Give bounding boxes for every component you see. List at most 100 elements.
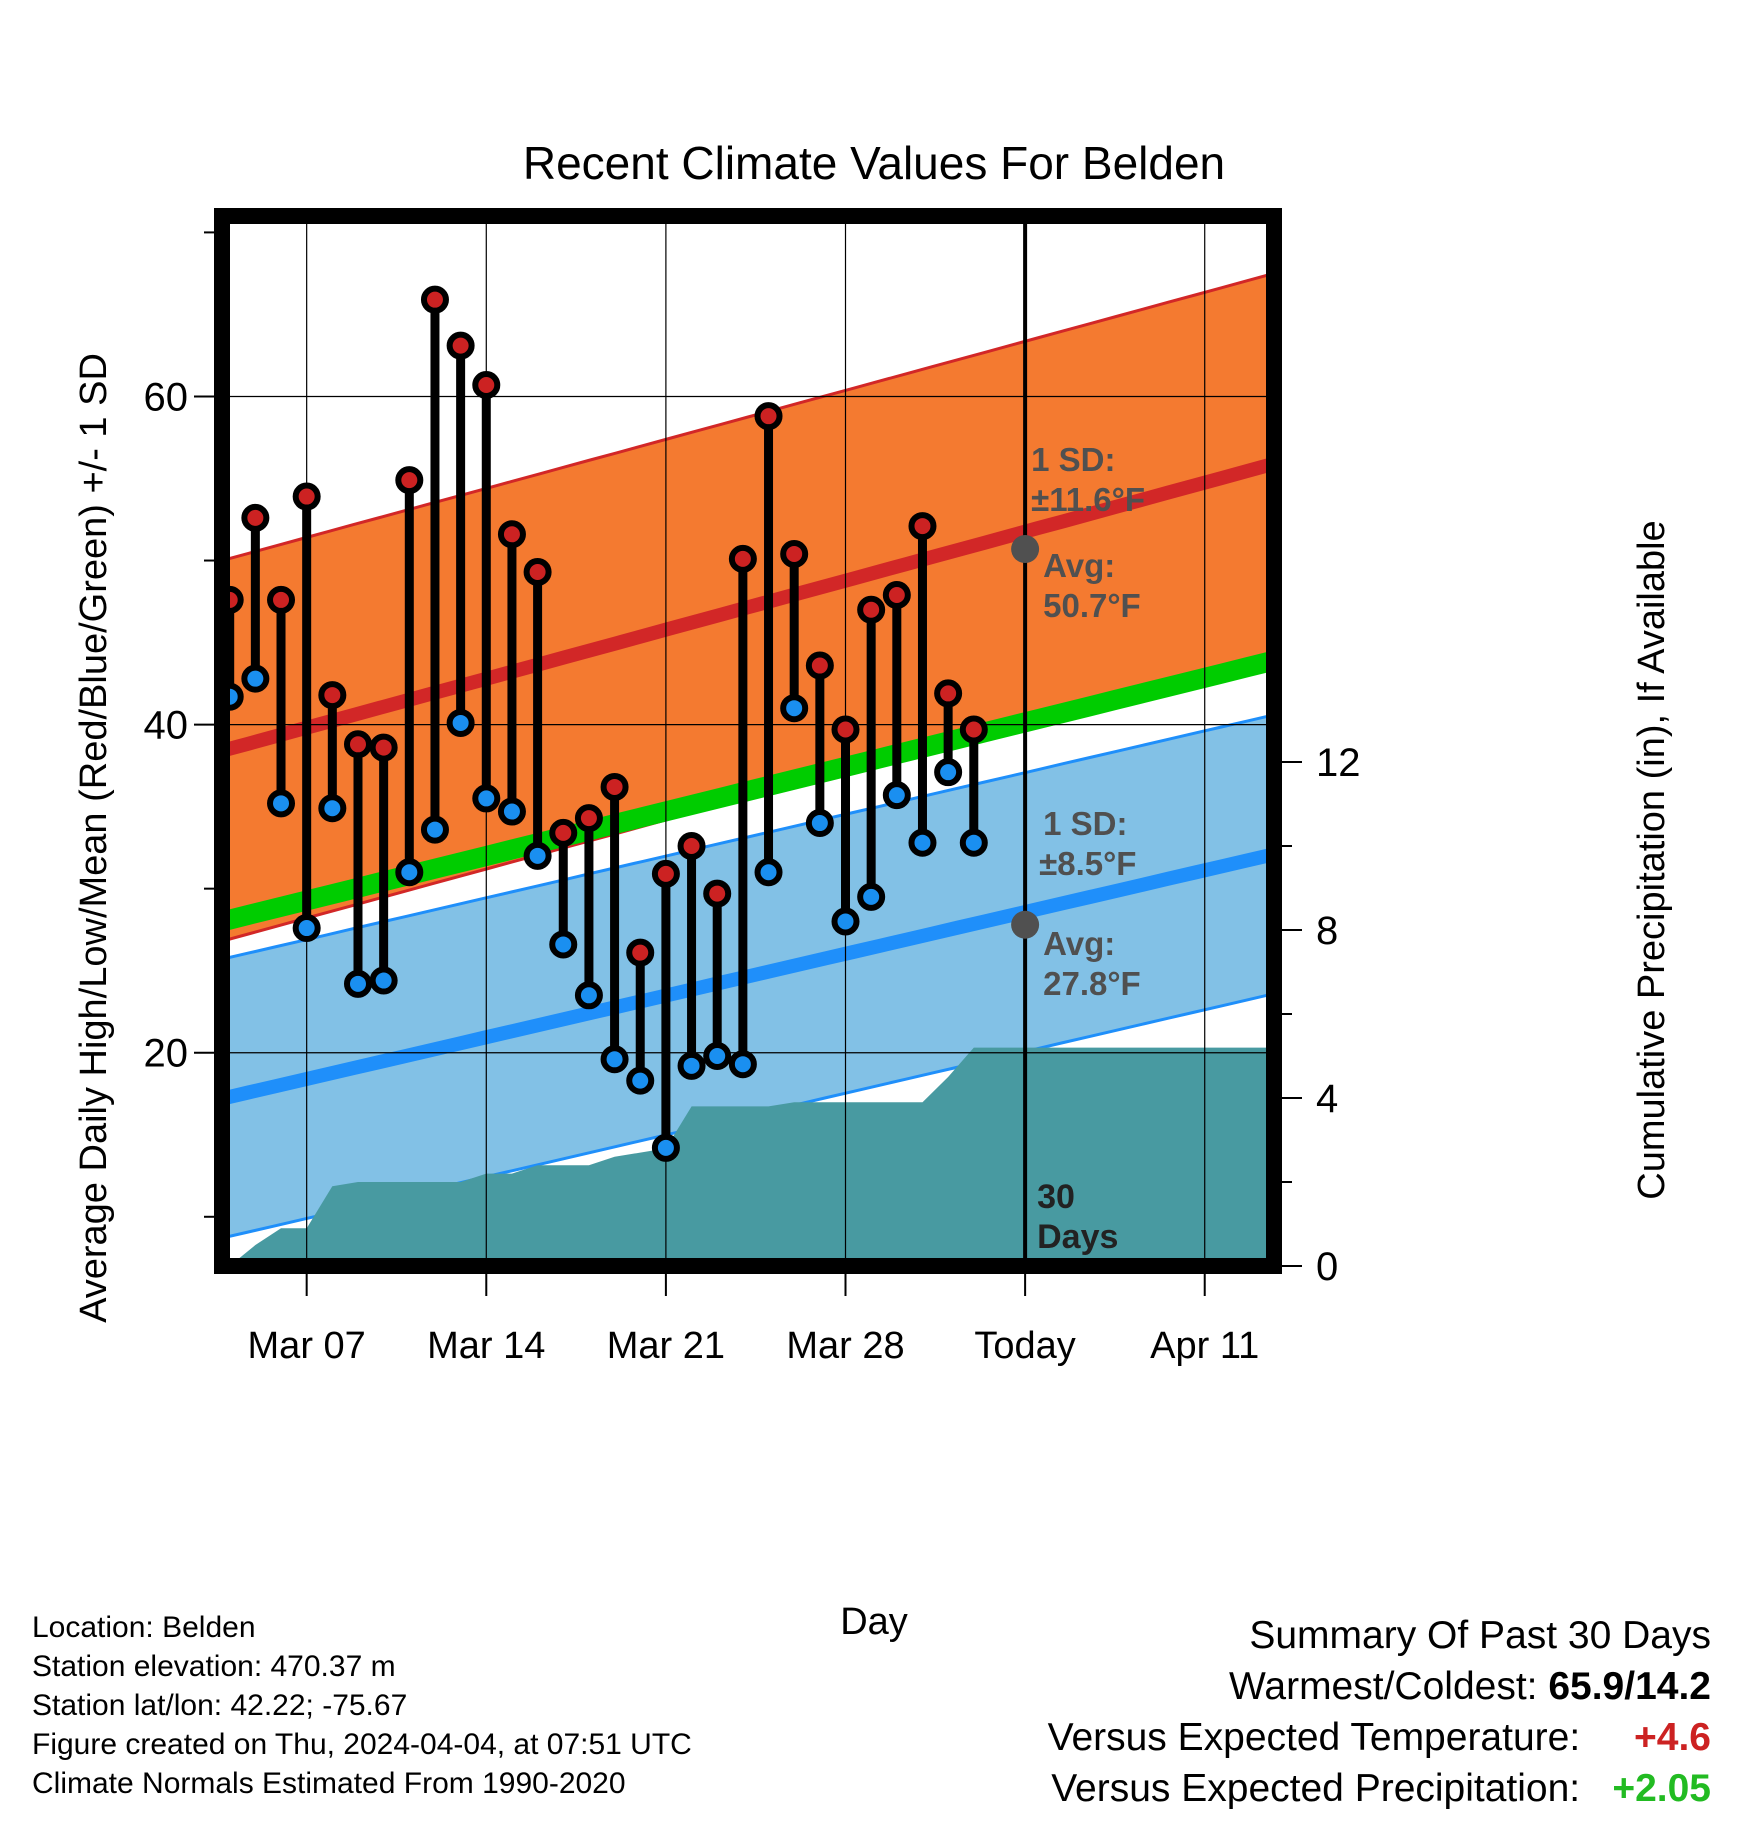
daily-low-marker [267,789,296,818]
daily-high-marker [857,595,886,624]
daily-low-marker [472,784,501,813]
plot-frame [214,208,1282,1274]
x-tick-label: Mar 07 [248,1325,366,1367]
daily-low-marker [292,914,321,943]
daily-low-marker [318,794,347,823]
daily-low-marker [780,694,809,723]
elevation-text: Station elevation: 470.37 m [32,1650,396,1683]
daily-high-marker [292,482,321,511]
daily-high-marker [446,331,475,360]
x-tick-label: Today [974,1325,1075,1367]
daily-low-marker [241,664,270,693]
today-days-label-word: Days [1037,1218,1118,1256]
daily-low-marker [420,815,449,844]
daily-high-marker [651,859,680,888]
x-tick-label: Mar 28 [786,1325,904,1367]
temp-anomaly-value: +4.6 [1634,1716,1711,1759]
daily-high-marker [549,818,578,847]
summary-precip: Versus Expected Precipitation: +2.05 [1048,1763,1711,1814]
daily-high-marker [780,539,809,568]
daily-low-marker [395,858,424,887]
daily-high-marker [523,558,552,587]
high-sd-value: ±11.6°F [1031,481,1145,518]
daily-low-marker [600,1045,629,1074]
high-band-upper-edge [222,271,1274,562]
low-sd-value: ±8.5°F [1039,845,1136,882]
temp-anomaly-label: Versus Expected Temperature: [1047,1716,1581,1759]
chart-title: Recent Climate Values For Belden [523,137,1225,189]
daily-high-marker [395,466,424,495]
daily-low-marker [369,966,398,995]
warm-cold-label: Warmest/Coldest: [1229,1665,1538,1708]
daily-low-marker [857,882,886,911]
created-text: Figure created on Thu, 2024-04-04, at 07… [32,1728,692,1761]
x-tick-label: Apr 11 [1150,1325,1259,1367]
daily-low-marker [523,841,552,870]
normal-low-line [222,847,1274,1106]
location-text: Location: Belden [32,1611,256,1644]
cumulative-precip-area [229,1047,1274,1266]
daily-high-marker [369,733,398,762]
daily-high-marker [420,285,449,314]
low-sd-label: 1 SD: [1043,805,1127,842]
daily-low-marker [651,1133,680,1162]
daily-high-marker [677,832,706,860]
daily-low-marker [908,828,937,857]
daily-low-marker [831,907,860,936]
y-axis-title: Average Daily High/Low/Mean (Red/Blue/Gr… [73,353,115,1323]
y2-tick-label: 12 [1316,741,1361,785]
daily-low-marker [882,781,911,810]
summary-warm-cold: Warmest/Coldest: 65.9/14.2 [1048,1661,1711,1712]
normal-high-line [222,456,1274,758]
x-tick-label: Mar 14 [427,1325,545,1367]
daily-low-marker [549,930,578,959]
summary-title: Summary Of Past 30 Days [1249,1614,1711,1657]
daily-high-marker [882,580,911,609]
daily-high-marker [831,715,860,744]
daily-high-marker [805,651,834,680]
daily-low-marker [574,981,603,1010]
daily-low-marker [446,708,475,737]
daily-high-marker [959,715,988,744]
low-avg-label: Avg: [1043,925,1115,962]
y-tick-label: 60 [144,375,189,419]
normals-text: Climate Normals Estimated From 1990-2020 [32,1767,626,1800]
daily-high-marker [626,938,655,967]
daily-high-marker [497,520,526,549]
daily-high-marker [318,681,347,710]
daily-low-marker [626,1066,655,1095]
today-days-label-number: 30 [1037,1178,1075,1216]
daily-low-marker [343,969,372,998]
daily-low-marker [805,809,834,838]
low-band-upper-edge [222,713,1274,961]
daily-low-marker [754,858,783,887]
daily-high-marker [241,503,270,532]
daily-low-marker [677,1051,706,1080]
daily-high-marker [472,370,501,399]
x-tick-label: Mar 21 [607,1325,725,1367]
plot-inner [222,216,1274,1266]
daily-low-marker [497,797,526,826]
precip-anomaly-label: Versus Expected Precipitation: [1051,1767,1581,1810]
daily-high-marker [343,730,372,759]
summary-temp: Versus Expected Temperature: +4.6 [1048,1712,1711,1763]
daily-high-marker [728,544,757,573]
y2-axis-title: Cumulative Precipitation (in), If Availa… [1631,520,1673,1199]
station-info: Location: Belden Station elevation: 470.… [32,1608,692,1803]
daily-high-marker [703,879,732,908]
today-high-normal-marker [1011,535,1040,564]
y2-tick-label: 0 [1316,1245,1338,1289]
y-tick-label: 40 [144,704,189,748]
daily-high-marker [908,512,937,541]
daily-low-marker [934,758,963,787]
high-avg-value: 50.7°F [1043,587,1141,624]
daily-low-marker [703,1042,732,1070]
low-avg-value: 27.8°F [1043,965,1141,1002]
daily-high-marker [267,585,296,614]
y-tick-label: 20 [144,1032,189,1076]
daily-high-marker [934,679,963,708]
latlon-text: Station lat/lon: 42.22; -75.67 [32,1689,408,1722]
daily-high-marker [574,804,603,833]
